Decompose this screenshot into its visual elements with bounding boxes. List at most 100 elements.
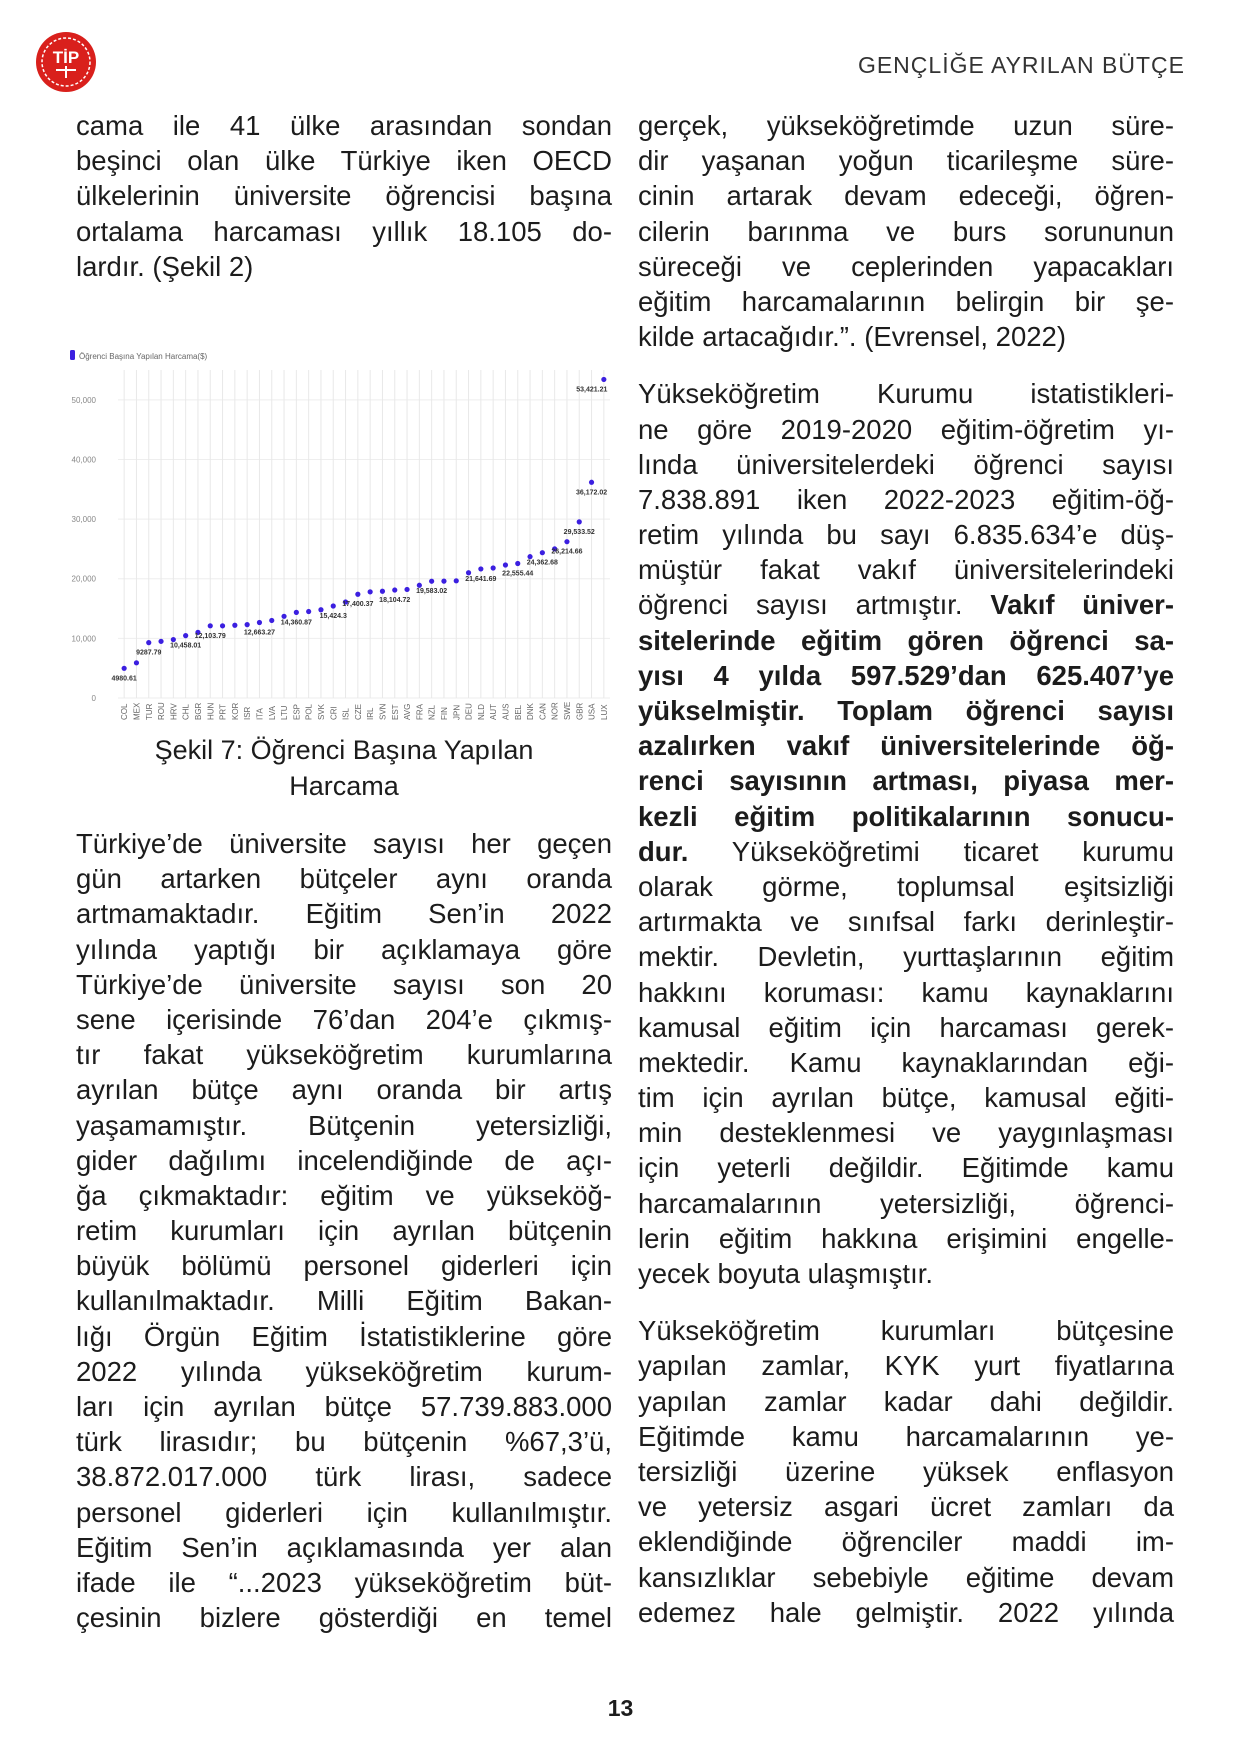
y-tick-label: 30,000 (72, 515, 97, 524)
text-line: eğitim harcamalarının belirgin bir şe- (638, 284, 1174, 319)
bold-text: yısı 4 yılda 597.529’dan 625.407’ye (638, 659, 1174, 691)
text-line: edemez hale gelmiştir. 2022 yılında (638, 1595, 1174, 1630)
x-tick-label: BGR (194, 702, 203, 720)
x-tick-label: NZL (428, 704, 437, 720)
data-point (539, 550, 545, 556)
data-point (195, 629, 201, 635)
legend-swatch (70, 350, 75, 360)
text-line: artmamaktadır. Eğitim Sen’in 2022 (76, 896, 612, 931)
text: tır fakat yükseköğretim kurumlarına (76, 1039, 612, 1071)
text: retim yılında bu sayı 6.835.634’e düş- (638, 519, 1174, 551)
text: yılında yaptığı bir açıklamaya göre (76, 933, 612, 965)
text-line: kullanılmaktadır. Milli Eğitim Bakan- (76, 1283, 612, 1318)
text-line: türk lirasıdır; bu bütçenin %67,3’ü, (76, 1424, 612, 1459)
text-line: retim kurumları için ayrılan bütçenin (76, 1213, 612, 1248)
text-line: kamusal eğitim için harcaması gerek- (638, 1010, 1174, 1045)
data-label: 4980.61 (111, 675, 136, 682)
data-point (219, 623, 226, 629)
data-label: 21,641.69 (465, 576, 496, 583)
data-point (170, 636, 176, 643)
text: Eğitim Sen’in açıklamasında yer alan (76, 1531, 612, 1563)
x-tick-label: GBR (575, 702, 584, 720)
text-line: büyük bölümü personel giderleri için (76, 1248, 612, 1283)
text-line: cinin artarak devam edeceği, öğren- (638, 178, 1174, 213)
x-tick-label: TUR (145, 703, 154, 720)
data-point (515, 560, 521, 567)
x-tick-label: CHL (182, 703, 191, 720)
data-point (564, 539, 570, 545)
x-tick-label: HRV (169, 703, 178, 720)
text-line: eklendiğinde öğrenciler maddi im- (638, 1524, 1174, 1559)
data-point (133, 660, 140, 666)
x-tick-label: ITA (255, 707, 264, 720)
text: Eğitimde kamu harcamalarının ye- (638, 1420, 1174, 1452)
text-line: dur. Yükseköğretimi ticaret kurumu (638, 834, 1174, 869)
text-line: Türkiye’de üniversite sayısı son 20 (76, 967, 612, 1002)
y-tick-label: 50,000 (72, 396, 97, 405)
text-line: için yeterli değildir. Eğitimde kamu (638, 1150, 1174, 1185)
x-tick-label: AVG (403, 704, 412, 720)
text: ifade ile “...2023 yükseköğretim büt- (76, 1566, 612, 1598)
text-line: kansızlıklar sebebiyle eğitime devam (638, 1560, 1174, 1595)
text-line: yapılan zamlar kadar dahi değildir. (638, 1384, 1174, 1419)
text: ülkelerinin üniversite öğrencisi başına (76, 180, 612, 212)
data-point (158, 638, 164, 644)
text-line: Eğitim Sen’in açıklamasında yer alan (76, 1530, 612, 1565)
data-label: 24,362.68 (527, 560, 558, 567)
text: müştür fakat vakıf üniversitelerindeki (638, 554, 1174, 586)
x-tick-label: HUN (206, 702, 215, 720)
text-line: lardır. (Şekil 2) (76, 249, 612, 284)
text: lında üniversitelerdeki öğrenci sayısı (638, 448, 1174, 480)
bold-text: Vakıf üniver- (990, 589, 1174, 621)
data-point (367, 589, 373, 595)
text: hakkını koruması: kamu kaynaklarını (638, 976, 1174, 1008)
text-line: min desteklenmesi ve yaygınlaşması (638, 1115, 1174, 1150)
x-tick-label: KOR (231, 702, 240, 720)
bold-text: azalırken vakıf üniversitelerinde öğ- (638, 730, 1174, 762)
x-tick-label: JPN (452, 705, 461, 720)
data-point (441, 578, 447, 584)
text: Türkiye’de üniversite sayısı her geçen (76, 828, 612, 859)
data-point (306, 608, 312, 615)
text-line: gerçek, yükseköğretimde uzun süre- (638, 108, 1174, 143)
svg-text:TİP: TİP (53, 48, 79, 67)
text-line: yecek boyuta ulaşmıştır. (638, 1256, 1174, 1291)
data-point (552, 546, 558, 552)
text-line: personel giderleri için kullanılmıştır. (76, 1495, 612, 1530)
data-point (429, 578, 435, 584)
data-point (318, 607, 324, 613)
x-tick-label: LUX (600, 704, 609, 720)
y-tick-label: 40,000 (72, 455, 97, 464)
data-label: 15,424.3 (320, 613, 347, 620)
text: gün artarken bütçeler aynı oranda (76, 863, 612, 895)
section-title: GENÇLİĞE AYRILAN BÜTÇE (857, 52, 1185, 78)
data-point (453, 578, 459, 584)
data-label: 14,360.87 (281, 619, 312, 626)
party-logo: TİP (36, 32, 96, 92)
x-tick-label: BEL (514, 704, 523, 720)
text-line: tır fakat yükseköğretim kurumlarına (76, 1037, 612, 1072)
text: 38.872.017.000 türk lirası, sadece (76, 1461, 612, 1493)
text: dir yaşanan yoğun ticarileşme süre- (638, 145, 1174, 177)
text: harcamalarının yetersizliği, öğrenci- (638, 1187, 1174, 1219)
x-tick-label: DEU (465, 703, 474, 720)
data-label: 19,583.02 (416, 588, 447, 595)
text-line: lında üniversitelerdeki öğrenci sayısı (638, 447, 1174, 482)
text: edemez hale gelmiştir. 2022 yılında (638, 1596, 1174, 1628)
text: gider dağılımı incelendiğinde de açı- (76, 1144, 612, 1176)
text: retim kurumları için ayrılan bütçenin (76, 1215, 612, 1247)
data-label: 36,172.02 (576, 489, 607, 496)
text-line: kezli eğitim politikalarının sonucu- (638, 799, 1174, 834)
data-point (465, 570, 472, 576)
x-tick-label: ISL (342, 707, 351, 720)
data-label: 29,533.52 (564, 529, 595, 536)
text: Yükseköğretim kurumları bütçesine (638, 1315, 1174, 1347)
x-tick-label: MEX (132, 702, 141, 720)
text: eklendiğinde öğrenciler maddi im- (638, 1526, 1174, 1558)
text-line: yükselmiştir. Toplam öğrenci sayısı (638, 693, 1174, 728)
data-label: 9287.79 (136, 650, 161, 657)
x-tick-label: SVK (317, 703, 326, 720)
text: lığı Örgün Eğitim İstatistiklerine göre (76, 1320, 612, 1352)
data-label: 18,104.72 (379, 597, 410, 604)
text-line: artırmakta ve sınıfsal farkı derinleştir… (638, 904, 1174, 939)
